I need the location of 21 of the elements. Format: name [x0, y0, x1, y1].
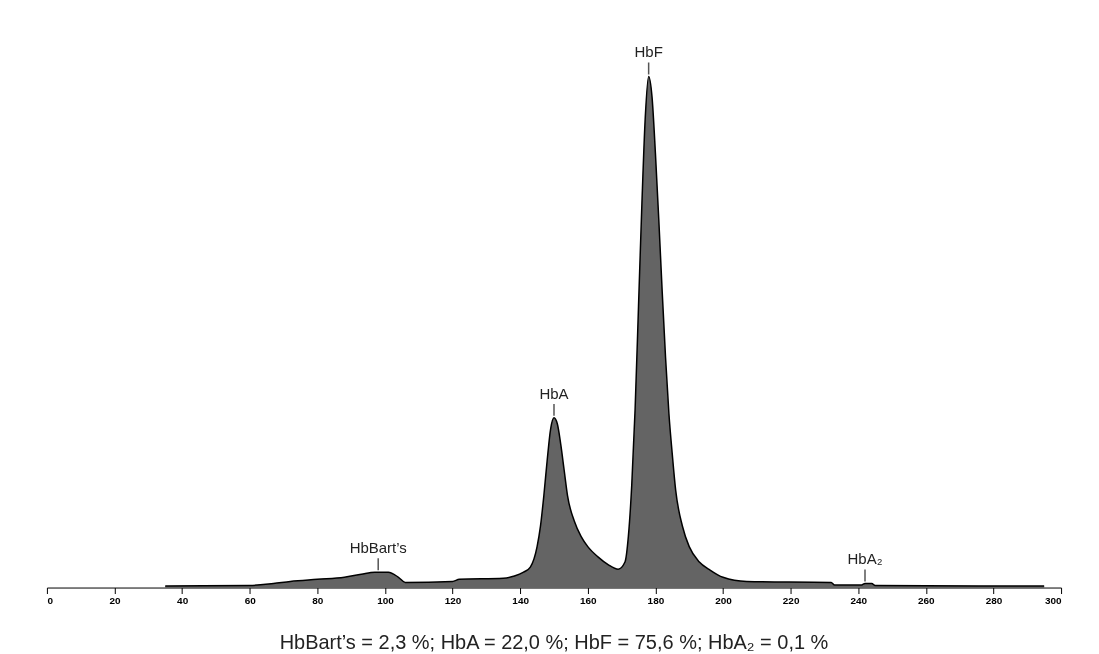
x-tick-label: 160 — [579, 595, 598, 607]
x-tick-label: 300 — [1044, 595, 1063, 607]
x-tick-label: 240 — [850, 595, 868, 607]
x-tick-label: 0 — [47, 595, 54, 607]
x-tick-label: 180 — [647, 595, 665, 607]
x-tick-label: 100 — [377, 595, 395, 607]
annotation: HbBart’s — [349, 539, 407, 557]
x-tick-label: 220 — [782, 595, 800, 607]
x-tick-label: 260 — [918, 595, 936, 607]
text: HbBart’s = 2,3 %; HbA = 22,0 %; HbF = 75,6 %; HbA₂ = 0,1 % — [279, 631, 829, 654]
annotation: HbF — [634, 43, 663, 61]
x-tick-label: 20 — [109, 595, 122, 607]
x-tick-label: 60 — [244, 595, 257, 607]
annotation: HbA₂ — [847, 550, 883, 568]
x-tick-label: 40 — [177, 595, 189, 607]
x-tick-label: 80 — [312, 595, 324, 607]
x-tick-label: 120 — [444, 595, 462, 607]
x-tick-label: 140 — [512, 595, 530, 607]
x-tick-label: 280 — [985, 595, 1003, 607]
x-tick-label: 200 — [715, 595, 733, 607]
annotation: HbA — [539, 384, 569, 402]
